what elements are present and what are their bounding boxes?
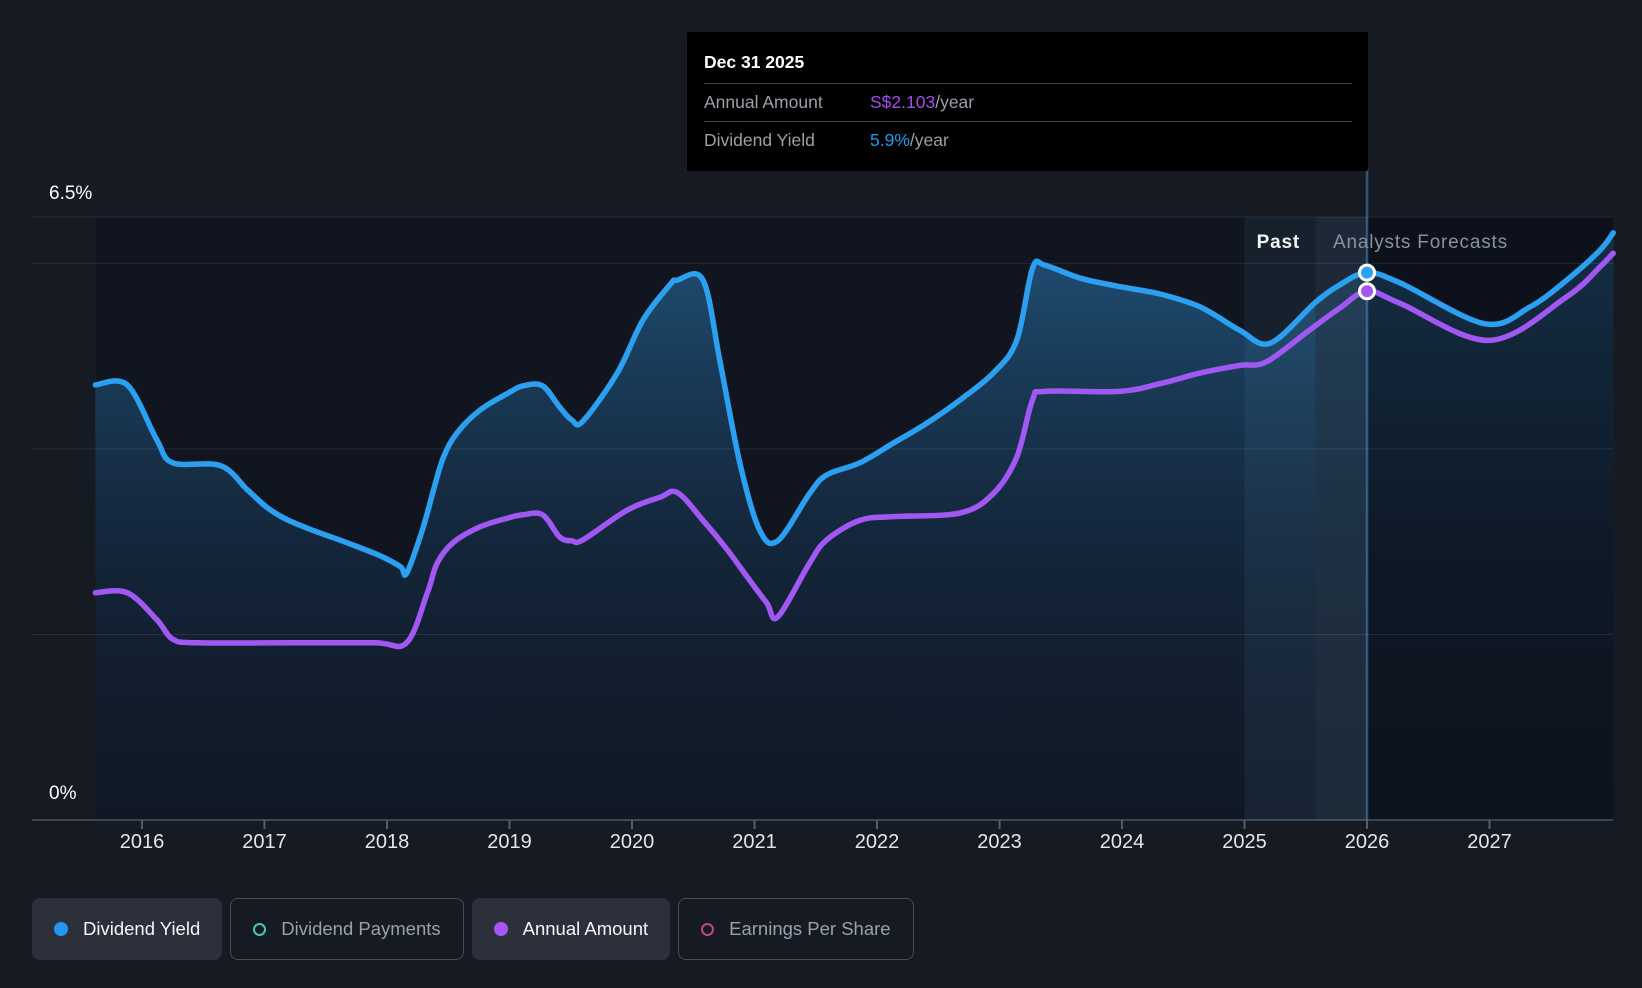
chart-tooltip: Dec 31 2025 Annual Amount S$2.103/year D… (687, 32, 1368, 171)
annual-amount-marker-dot[interactable] (1358, 282, 1376, 301)
x-axis-label-2025: 2025 (1222, 831, 1267, 853)
tooltip-suffix: /year (935, 92, 975, 112)
legend-item-label: Dividend Payments (281, 918, 441, 939)
x-axis-label-2024: 2024 (1099, 831, 1145, 853)
dividend-yield-marker-dot[interactable] (1358, 263, 1376, 282)
x-axis-label-2016: 2016 (119, 831, 165, 853)
legend-item-label: Earnings Per Share (729, 918, 891, 939)
ring-icon (253, 922, 267, 936)
dividend-yield-line (92, 230, 1616, 578)
x-axis-label-2019: 2019 (487, 831, 532, 853)
forecast-zone-label: Analysts Forecasts (1333, 232, 1508, 253)
tooltip-row-dividend-yield: Dividend Yield 5.9%/year (704, 121, 1352, 159)
tooltip-label: Dividend Yield (704, 130, 815, 150)
y-axis-min-label: 0% (49, 783, 77, 804)
legend-item-dividend-payments[interactable]: Dividend Payments (230, 898, 464, 960)
x-axis-label-2018: 2018 (364, 831, 410, 853)
x-axis-label-2021: 2021 (732, 831, 777, 853)
tooltip-label: Annual Amount (704, 92, 823, 112)
x-axis-label-2023: 2023 (977, 831, 1022, 853)
x-axis-label-2027: 2027 (1467, 831, 1512, 853)
tooltip-row-annual-amount: Annual Amount S$2.103/year (704, 83, 1352, 121)
chart-legend: Dividend Yield Dividend Payments Annual Am… (32, 898, 914, 960)
legend-item-label: Annual Amount (522, 918, 649, 939)
x-axis-label-2022: 2022 (854, 831, 900, 853)
tooltip-value: 5.9% (870, 130, 910, 150)
filled-dot-icon (54, 922, 68, 936)
filled-dot-icon (493, 922, 508, 936)
legend-item-annual-amount[interactable]: Annual Amount (471, 898, 671, 960)
x-axis-label-2020: 2020 (609, 831, 655, 853)
x-axis-label-2017: 2017 (242, 831, 287, 853)
x-axis-label-2026: 2026 (1344, 831, 1390, 853)
ring-icon (701, 922, 715, 936)
legend-item-label: Dividend Yield (83, 918, 201, 939)
y-axis-max-label: 6.5% (49, 183, 93, 204)
yield-area-fill (95, 232, 1614, 821)
past-zone-label: Past (1256, 232, 1300, 253)
tooltip-value: S$2.103 (870, 92, 936, 112)
hover-column-band-past (1244, 217, 1316, 820)
tooltip-suffix: /year (909, 130, 949, 150)
legend-item-earnings-per-share[interactable]: Earnings Per Share (678, 898, 914, 960)
annual-amount-line (92, 250, 1616, 650)
legend-item-dividend-yield[interactable]: Dividend Yield (32, 898, 223, 960)
tooltip-date: Dec 31 2025 (704, 52, 805, 72)
